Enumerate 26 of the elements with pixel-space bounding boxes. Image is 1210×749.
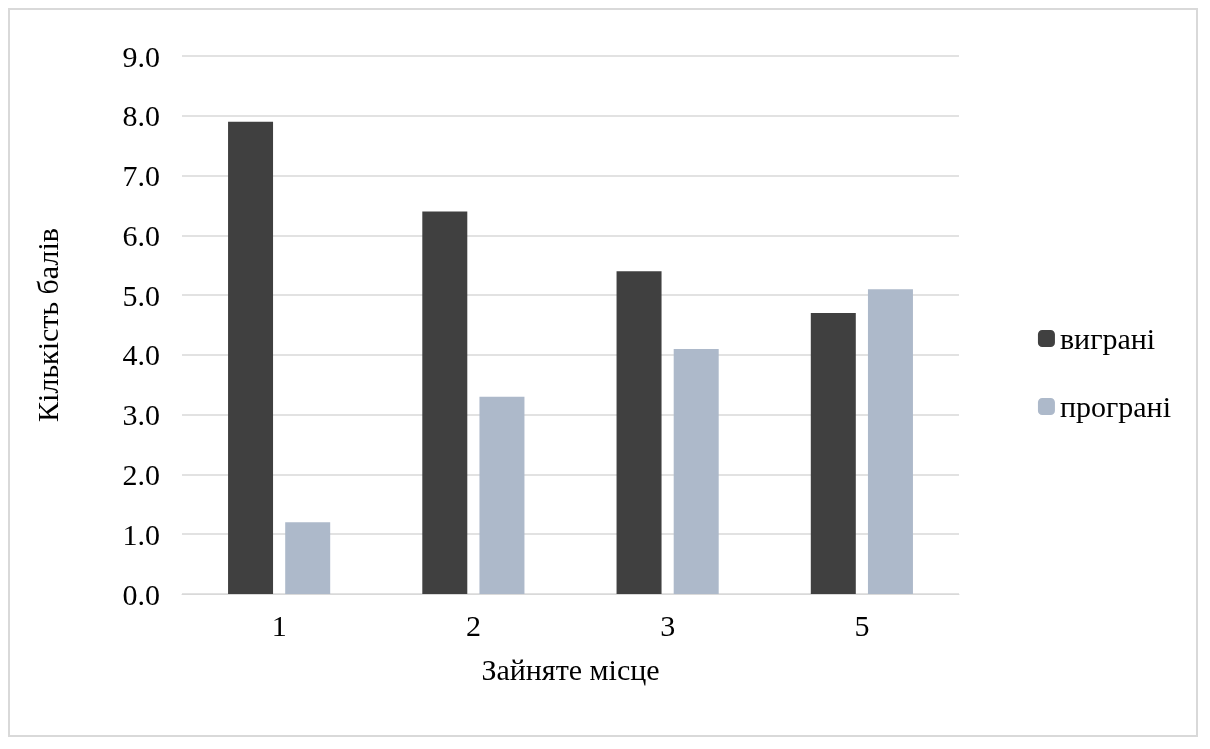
bar (285, 522, 331, 594)
y-tick-label: 0.0 (122, 577, 160, 611)
x-tick-label: 5 (854, 608, 870, 642)
legend-label: виграні (1059, 322, 1156, 355)
x-tick-label: 3 (660, 608, 676, 642)
bar (867, 289, 913, 594)
y-tick-label: 9.0 (122, 39, 160, 73)
bar (616, 271, 662, 594)
bar (422, 211, 468, 594)
bar (228, 121, 274, 594)
y-tick-label: 6.0 (122, 218, 160, 252)
x-axis-title: Зайняте місце (481, 652, 660, 686)
y-tick-label: 8.0 (122, 99, 160, 133)
y-tick-label: 1.0 (122, 517, 160, 551)
bar (810, 313, 856, 594)
y-axis-title: Кількість балів (30, 228, 64, 422)
bar (479, 396, 525, 594)
legend-label: програні (1059, 390, 1172, 423)
bar (673, 348, 719, 594)
x-tick-label: 2 (465, 608, 481, 642)
y-tick-label: 7.0 (122, 159, 160, 193)
y-tick-label: 5.0 (122, 278, 160, 312)
y-tick-label: 2.0 (122, 457, 160, 491)
x-tick-label: 1 (271, 608, 287, 642)
y-tick-label: 4.0 (122, 338, 160, 372)
y-tick-label: 3.0 (122, 398, 160, 432)
